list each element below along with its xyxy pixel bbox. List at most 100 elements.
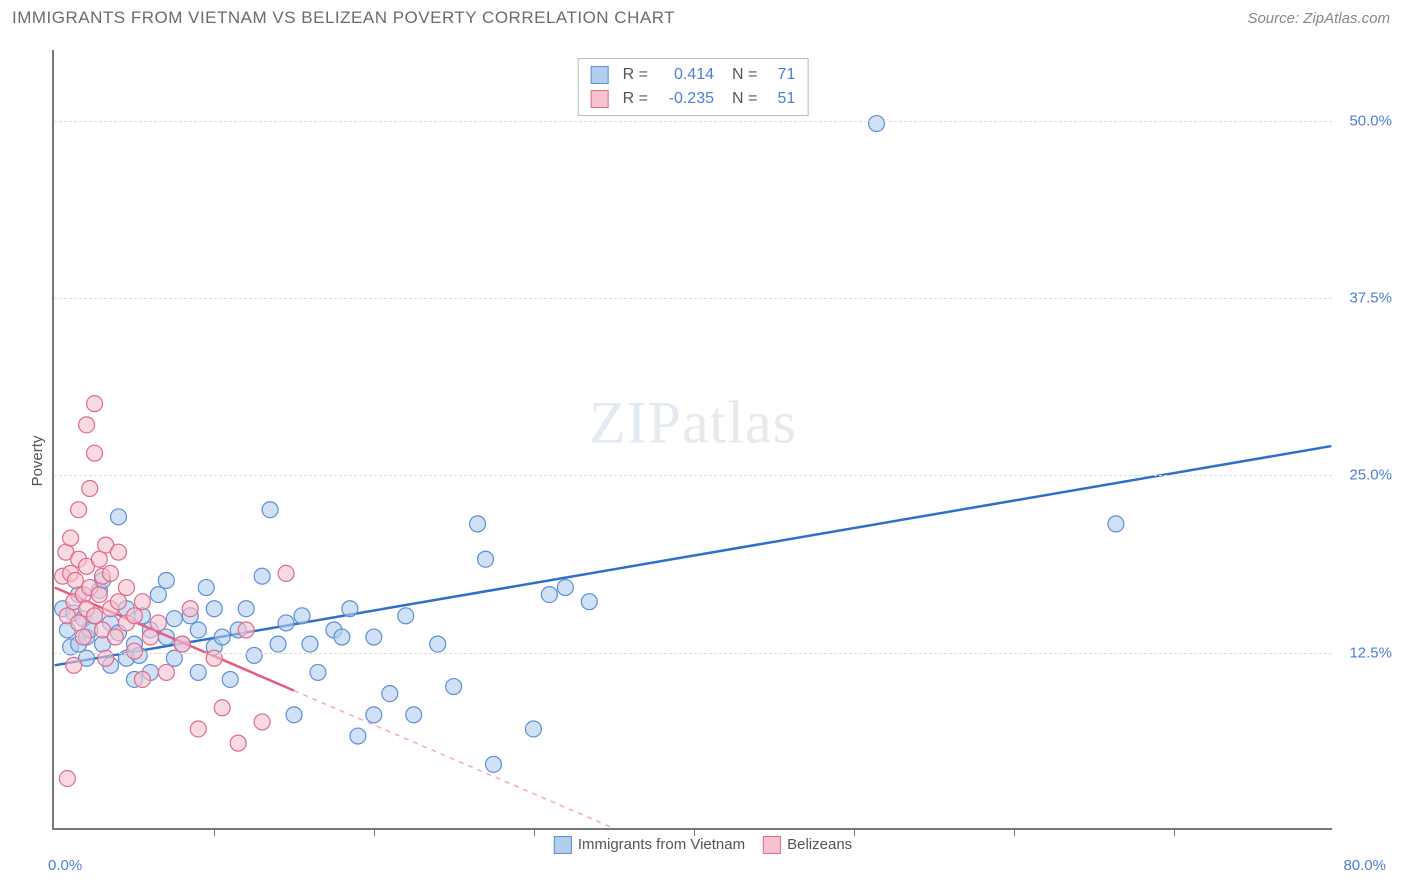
- legend-r-value: 0.414: [656, 63, 714, 87]
- data-point: [67, 572, 83, 588]
- data-point: [541, 587, 557, 603]
- data-point: [142, 629, 158, 645]
- data-point: [150, 615, 166, 631]
- data-point: [198, 580, 214, 596]
- data-point: [246, 647, 262, 663]
- data-point: [557, 580, 573, 596]
- chart-container: Poverty ZIPatlas R =0.414N =71R =-0.235N…: [12, 40, 1394, 882]
- data-point: [87, 608, 103, 624]
- data-point: [182, 601, 198, 617]
- data-point: [238, 601, 254, 617]
- data-point: [350, 728, 366, 744]
- legend-n-value: 51: [765, 87, 795, 111]
- data-point: [174, 636, 190, 652]
- data-point: [190, 622, 206, 638]
- legend-item: Belizeans: [763, 836, 852, 854]
- data-point: [382, 686, 398, 702]
- y-tick-label: 37.5%: [1337, 290, 1392, 307]
- y-axis-label: Poverty: [29, 436, 46, 487]
- y-tick-label: 12.5%: [1337, 644, 1392, 661]
- data-point: [71, 502, 87, 518]
- data-point: [310, 664, 326, 680]
- x-tick: [1014, 828, 1015, 836]
- data-point: [286, 707, 302, 723]
- chart-svg: [54, 50, 1332, 828]
- data-point: [278, 615, 294, 631]
- legend-r-label: R =: [623, 87, 648, 111]
- legend-row: R =-0.235N =51: [591, 87, 796, 111]
- data-point: [134, 594, 150, 610]
- data-point: [91, 587, 107, 603]
- data-point: [486, 756, 502, 772]
- data-point: [107, 629, 123, 645]
- y-tick-label: 50.0%: [1337, 112, 1392, 129]
- data-point: [446, 679, 462, 695]
- data-point: [158, 572, 174, 588]
- data-point: [110, 594, 126, 610]
- data-point: [63, 530, 79, 546]
- gridline-h: [54, 298, 1332, 299]
- data-point: [254, 568, 270, 584]
- series-legend: Immigrants from Vietnam Belizeans: [554, 836, 852, 854]
- x-tick: [534, 828, 535, 836]
- x-tick: [214, 828, 215, 836]
- y-tick-label: 25.0%: [1337, 467, 1392, 484]
- legend-swatch: [591, 66, 609, 84]
- chart-source: Source: ZipAtlas.com: [1247, 10, 1390, 27]
- data-point: [406, 707, 422, 723]
- data-point: [1108, 516, 1124, 532]
- data-point: [366, 707, 382, 723]
- data-point: [334, 629, 350, 645]
- x-tick: [854, 828, 855, 836]
- gridline-h: [54, 475, 1332, 476]
- data-point: [150, 587, 166, 603]
- data-point: [214, 629, 230, 645]
- data-point: [134, 671, 150, 687]
- data-point: [366, 629, 382, 645]
- data-point: [294, 608, 310, 624]
- legend-row: R =0.414N =71: [591, 63, 796, 87]
- data-point: [158, 664, 174, 680]
- x-tick: [374, 828, 375, 836]
- data-point: [110, 509, 126, 525]
- data-point: [262, 502, 278, 518]
- data-point: [581, 594, 597, 610]
- data-point: [478, 551, 494, 567]
- legend-r-value: -0.235: [656, 87, 714, 111]
- x-axis-min-label: 0.0%: [48, 857, 82, 874]
- data-point: [430, 636, 446, 652]
- data-point: [214, 700, 230, 716]
- data-point: [103, 565, 119, 581]
- data-point: [254, 714, 270, 730]
- data-point: [87, 445, 103, 461]
- data-point: [869, 116, 885, 132]
- data-point: [126, 608, 142, 624]
- data-point: [118, 580, 134, 596]
- chart-header: IMMIGRANTS FROM VIETNAM VS BELIZEAN POVE…: [0, 0, 1406, 32]
- data-point: [190, 721, 206, 737]
- legend-label: Belizeans: [787, 836, 852, 853]
- data-point: [66, 657, 82, 673]
- data-point: [126, 643, 142, 659]
- data-point: [91, 551, 107, 567]
- x-axis-max-label: 80.0%: [1343, 857, 1386, 874]
- data-point: [87, 396, 103, 412]
- legend-item: Immigrants from Vietnam: [554, 836, 745, 854]
- legend-r-label: R =: [623, 63, 648, 87]
- data-point: [525, 721, 541, 737]
- correlation-legend: R =0.414N =71R =-0.235N =51: [578, 58, 809, 116]
- data-point: [278, 565, 294, 581]
- trend-line-dashed: [294, 691, 613, 828]
- data-point: [110, 544, 126, 560]
- x-tick: [1174, 828, 1175, 836]
- data-point: [166, 611, 182, 627]
- data-point: [222, 671, 238, 687]
- data-point: [470, 516, 486, 532]
- gridline-h: [54, 121, 1332, 122]
- chart-title: IMMIGRANTS FROM VIETNAM VS BELIZEAN POVE…: [12, 8, 675, 28]
- data-point: [79, 417, 95, 433]
- legend-n-value: 71: [765, 63, 795, 87]
- data-point: [59, 771, 75, 787]
- data-point: [71, 615, 87, 631]
- plot-area: ZIPatlas R =0.414N =71R =-0.235N =51 12.…: [52, 50, 1332, 830]
